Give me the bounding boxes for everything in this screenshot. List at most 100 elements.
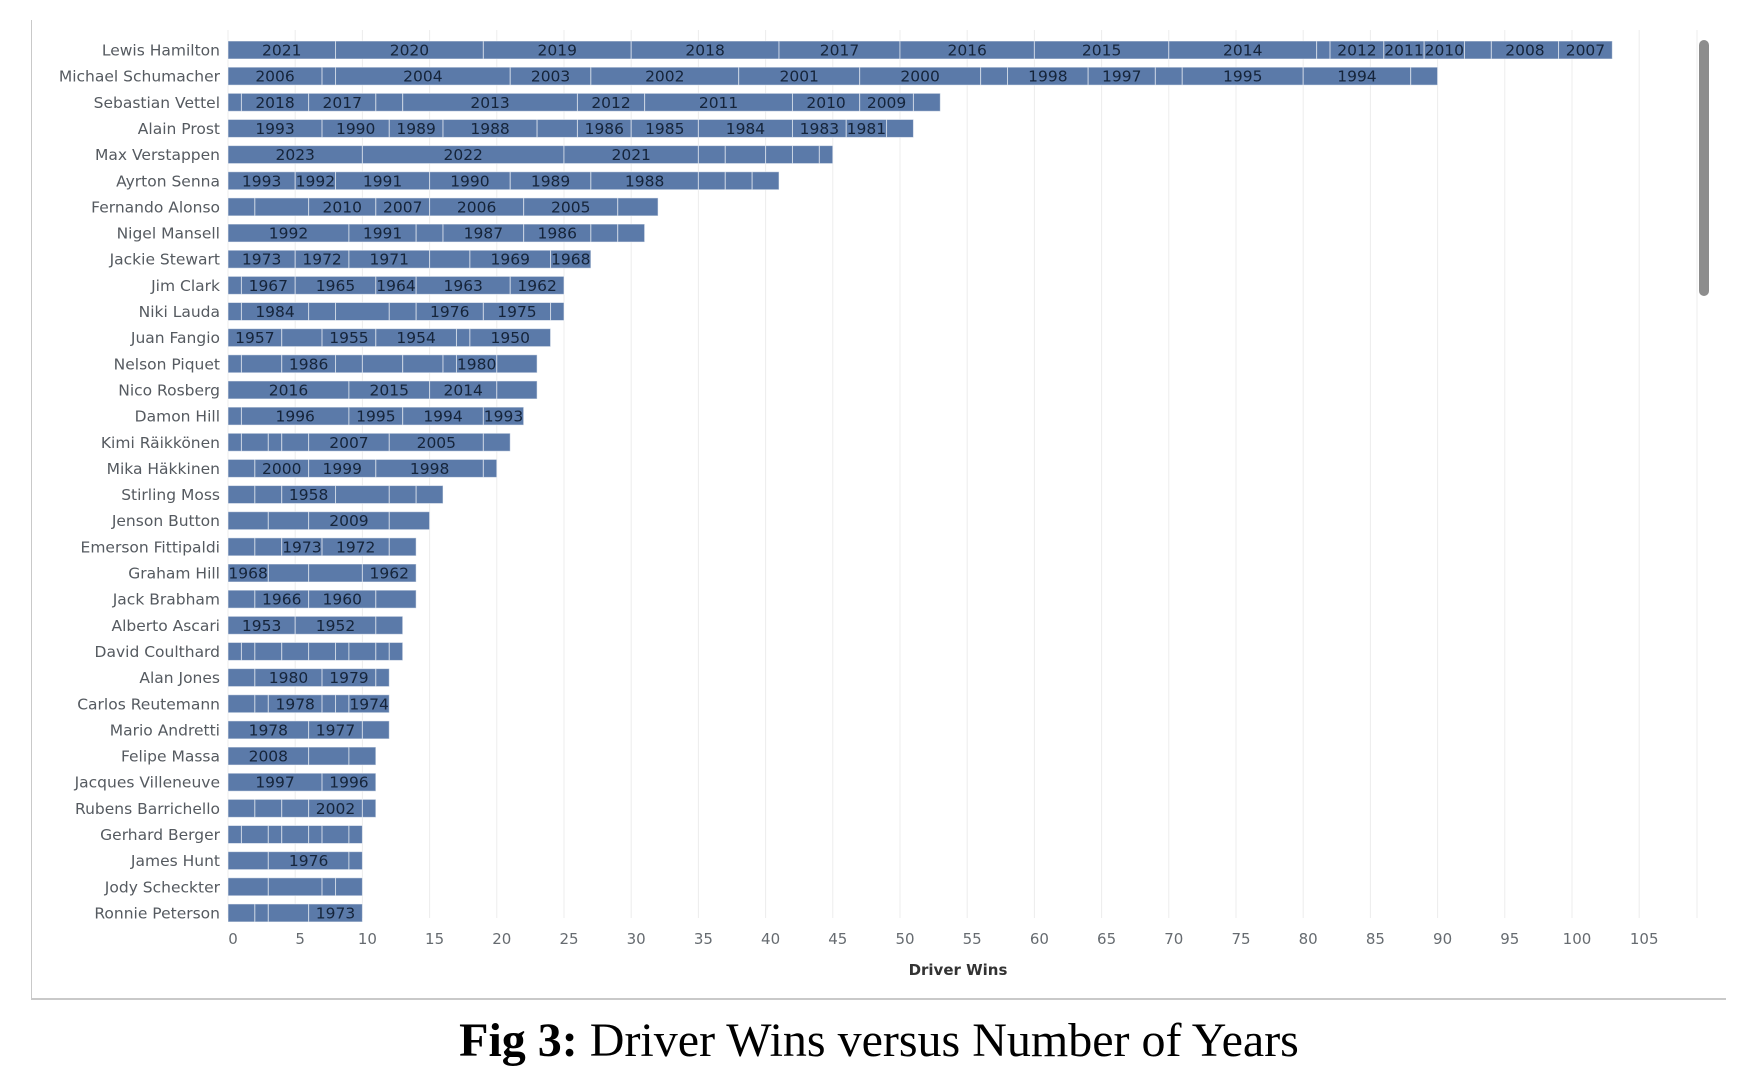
bar-segment[interactable]	[429, 249, 471, 269]
bar-segment[interactable]	[348, 694, 390, 714]
bar-segment[interactable]	[227, 511, 269, 531]
bar-segment[interactable]	[751, 171, 780, 191]
bar-segment[interactable]	[375, 589, 417, 609]
bar-segment[interactable]	[791, 145, 820, 165]
bar-segment[interactable]	[724, 171, 753, 191]
bar-segment[interactable]	[240, 641, 256, 661]
bar-segment[interactable]	[267, 511, 310, 531]
bar-segment[interactable]	[321, 825, 350, 844]
bar-segment[interactable]	[375, 641, 390, 661]
bar-segment[interactable]	[335, 354, 363, 374]
bar-segment[interactable]	[321, 66, 337, 86]
bar-segment[interactable]	[1558, 40, 1613, 60]
bar-segment[interactable]	[227, 458, 256, 478]
bar-segment[interactable]	[496, 354, 538, 374]
bar-segment[interactable]	[724, 145, 767, 165]
bar-segment[interactable]	[482, 458, 498, 478]
bar-segment[interactable]	[267, 903, 310, 923]
bar-segment[interactable]	[697, 171, 726, 191]
bar-segment[interactable]	[1316, 40, 1331, 60]
bar-segment[interactable]	[267, 877, 323, 897]
bar-segment[interactable]	[348, 641, 377, 661]
bar-segment[interactable]	[227, 798, 256, 818]
bar-segment[interactable]	[617, 197, 659, 217]
bar-segment[interactable]	[455, 328, 471, 348]
bar-segment[interactable]	[886, 118, 914, 138]
bar-segment[interactable]	[442, 354, 457, 374]
bar-segment[interactable]	[335, 694, 350, 714]
bar-segment[interactable]	[227, 825, 242, 844]
bar-segment[interactable]	[227, 537, 256, 557]
bar-segment[interactable]	[240, 432, 269, 452]
bar-segment[interactable]	[308, 641, 337, 661]
bar-segment[interactable]	[227, 877, 269, 897]
bar-segment[interactable]	[469, 328, 552, 348]
bar-segment[interactable]	[240, 354, 283, 374]
bar-segment[interactable]	[415, 485, 444, 505]
bar-segment[interactable]	[281, 432, 310, 452]
bar-segment[interactable]	[361, 563, 417, 583]
bar-segment[interactable]	[375, 615, 404, 635]
bar-segment[interactable]	[388, 641, 404, 661]
bar-segment[interactable]	[267, 563, 310, 583]
bar-segment[interactable]	[388, 485, 417, 505]
bar-segment[interactable]	[227, 432, 242, 452]
bar-segment[interactable]	[227, 589, 256, 609]
bar-segment[interactable]	[281, 641, 310, 661]
bar-segment[interactable]	[361, 798, 377, 818]
bar-segment[interactable]	[227, 903, 256, 923]
bar-segment[interactable]	[227, 197, 256, 217]
bar-segment[interactable]	[227, 354, 242, 374]
bar-segment[interactable]	[617, 223, 646, 243]
bar-segment[interactable]	[321, 772, 377, 792]
bar-segment[interactable]	[227, 694, 256, 714]
scrollbar-thumb[interactable]	[1699, 40, 1709, 296]
bar-segment[interactable]	[308, 746, 350, 766]
bar-segment[interactable]	[509, 275, 565, 295]
bar-segment[interactable]	[361, 354, 404, 374]
bar-segment[interactable]	[254, 694, 269, 714]
bar-segment[interactable]	[402, 354, 444, 374]
bar-segment[interactable]	[227, 485, 256, 505]
bar-segment[interactable]	[335, 302, 390, 321]
bar-segment[interactable]	[281, 825, 310, 844]
bar-segment[interactable]	[388, 537, 417, 557]
bar-segment[interactable]	[482, 432, 511, 452]
bar-segment[interactable]	[227, 406, 242, 426]
bar-segment[interactable]	[550, 249, 592, 269]
bar-segment[interactable]	[308, 903, 363, 923]
bar-segment[interactable]	[361, 720, 390, 740]
bar-segment[interactable]	[912, 92, 941, 112]
bar-segment[interactable]	[482, 406, 525, 426]
bar-segment[interactable]	[335, 877, 363, 897]
bar-segment[interactable]	[348, 851, 363, 871]
bar-segment[interactable]	[1154, 66, 1183, 86]
bar-segment[interactable]	[375, 92, 404, 112]
bar-segment[interactable]	[308, 302, 337, 321]
bar-segment[interactable]	[980, 66, 1009, 86]
bar-segment[interactable]	[227, 668, 256, 688]
bar-segment[interactable]	[1463, 40, 1492, 60]
bar-segment[interactable]	[267, 432, 283, 452]
bar-segment[interactable]	[267, 825, 283, 844]
bar-segment[interactable]	[388, 302, 417, 321]
bar-segment[interactable]	[348, 746, 377, 766]
bar-segment[interactable]	[227, 92, 242, 112]
bar-segment[interactable]	[254, 537, 283, 557]
bar-segment[interactable]	[590, 223, 619, 243]
bar-segment[interactable]	[415, 223, 444, 243]
bar-segment[interactable]	[348, 825, 363, 844]
bar-segment[interactable]	[388, 511, 431, 531]
bar-segment[interactable]	[254, 485, 283, 505]
bar-segment[interactable]	[308, 825, 323, 844]
bar-segment[interactable]	[335, 485, 390, 505]
bar-segment[interactable]	[281, 328, 323, 348]
bar-segment[interactable]	[818, 145, 834, 165]
bar-segment[interactable]	[765, 145, 793, 165]
bar-segment[interactable]	[240, 825, 269, 844]
bar-segment[interactable]	[550, 302, 565, 321]
bar-segment[interactable]	[697, 145, 726, 165]
bar-segment[interactable]	[254, 641, 283, 661]
bar-segment[interactable]	[1410, 66, 1439, 86]
bar-segment[interactable]	[227, 275, 242, 295]
